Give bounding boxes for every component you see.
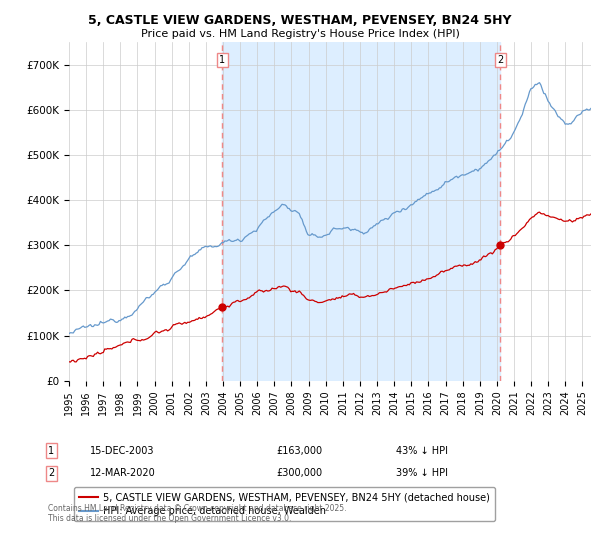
Bar (223, 42, 500, 381)
Text: 1: 1 (219, 55, 226, 65)
Text: 15-DEC-2003: 15-DEC-2003 (90, 446, 155, 456)
Text: 39% ↓ HPI: 39% ↓ HPI (396, 468, 448, 478)
Text: 2: 2 (497, 55, 503, 65)
Text: Contains HM Land Registry data © Crown copyright and database right 2025.
This d: Contains HM Land Registry data © Crown c… (48, 504, 347, 524)
Text: 1: 1 (48, 446, 54, 456)
Text: 5, CASTLE VIEW GARDENS, WESTHAM, PEVENSEY, BN24 5HY: 5, CASTLE VIEW GARDENS, WESTHAM, PEVENSE… (88, 14, 512, 27)
Text: £163,000: £163,000 (276, 446, 322, 456)
Text: 12-MAR-2020: 12-MAR-2020 (90, 468, 156, 478)
Text: 43% ↓ HPI: 43% ↓ HPI (396, 446, 448, 456)
Text: 2: 2 (48, 468, 54, 478)
Text: £300,000: £300,000 (276, 468, 322, 478)
Text: Price paid vs. HM Land Registry's House Price Index (HPI): Price paid vs. HM Land Registry's House … (140, 29, 460, 39)
Legend: 5, CASTLE VIEW GARDENS, WESTHAM, PEVENSEY, BN24 5HY (detached house), HPI: Avera: 5, CASTLE VIEW GARDENS, WESTHAM, PEVENSE… (74, 487, 495, 521)
